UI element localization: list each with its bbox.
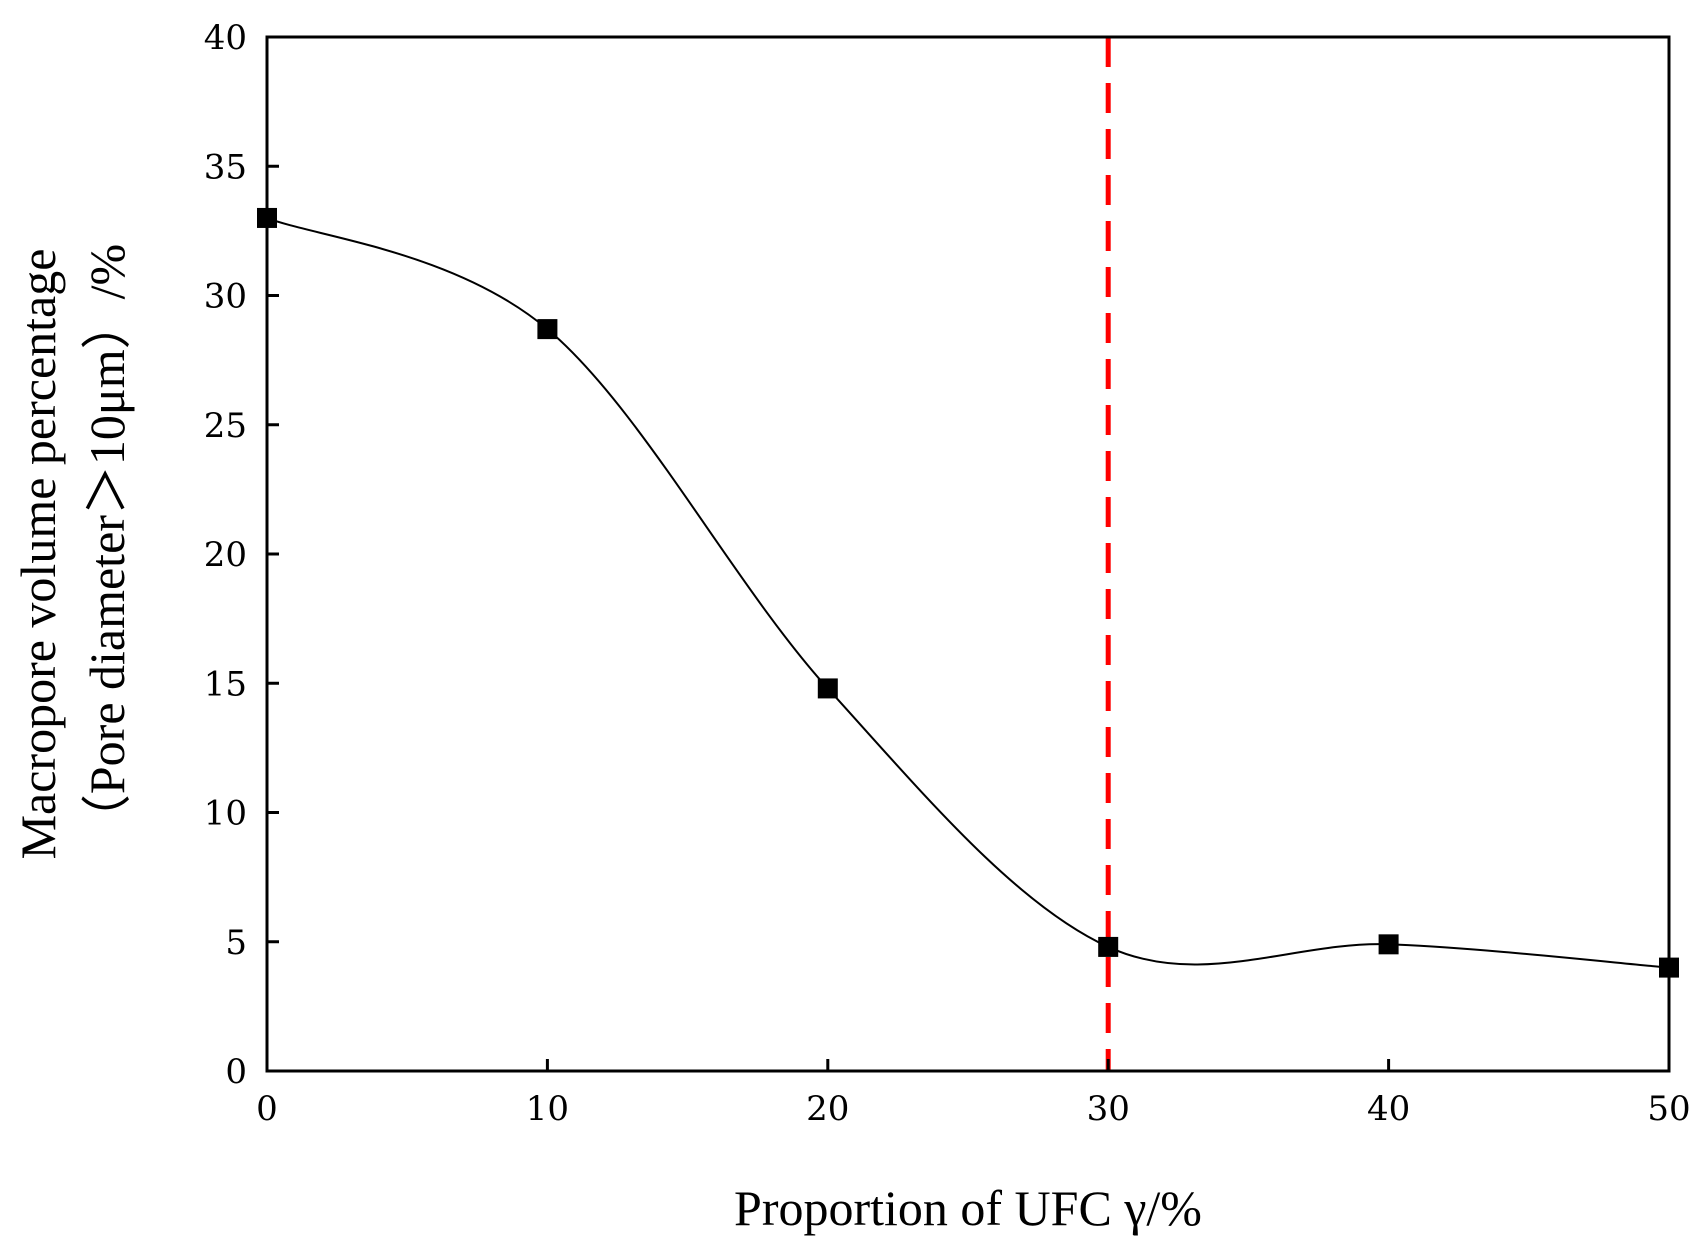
data-point (817, 678, 838, 699)
y-tick-label: 30 (204, 277, 247, 317)
y-axis-title-line2: （Pore diameter＞10μm）/% (79, 244, 135, 844)
x-tick-label: 0 (256, 1089, 278, 1129)
x-axis-title: Proportion of UFC γ/% (734, 1180, 1202, 1236)
data-point (537, 319, 558, 340)
x-tick-label: 20 (806, 1089, 849, 1129)
fitted-curve-layer (266, 217, 1670, 969)
data-point (1378, 934, 1399, 955)
x-tick-label: 30 (1087, 1089, 1130, 1129)
x-tick-label: 50 (1647, 1089, 1690, 1129)
x-tick-labels: 0 10 20 30 40 50 (256, 1089, 1690, 1129)
data-point (1098, 936, 1119, 957)
y-tick-label: 10 (204, 794, 247, 834)
x-tick-label: 10 (526, 1089, 569, 1129)
series-line (266, 217, 1670, 969)
y-tick-labels: 0 5 10 15 20 25 30 35 40 (204, 18, 247, 1092)
x-tick-label: 40 (1367, 1089, 1410, 1129)
y-tick-label: 5 (225, 923, 247, 963)
y-tick-label: 40 (204, 18, 247, 58)
data-point-layer (257, 207, 1679, 978)
y-tick-label: 25 (204, 406, 247, 446)
plot-frame (265, 35, 1671, 1073)
y-axis-title-line1: Macropore volume percentage (10, 249, 66, 860)
y-tick-label: 20 (204, 535, 247, 575)
y-tick-label: 35 (204, 147, 247, 187)
y-tick-label: 0 (225, 1052, 247, 1092)
axis-ticks (265, 35, 1671, 1073)
y-tick-label: 15 (204, 664, 247, 704)
